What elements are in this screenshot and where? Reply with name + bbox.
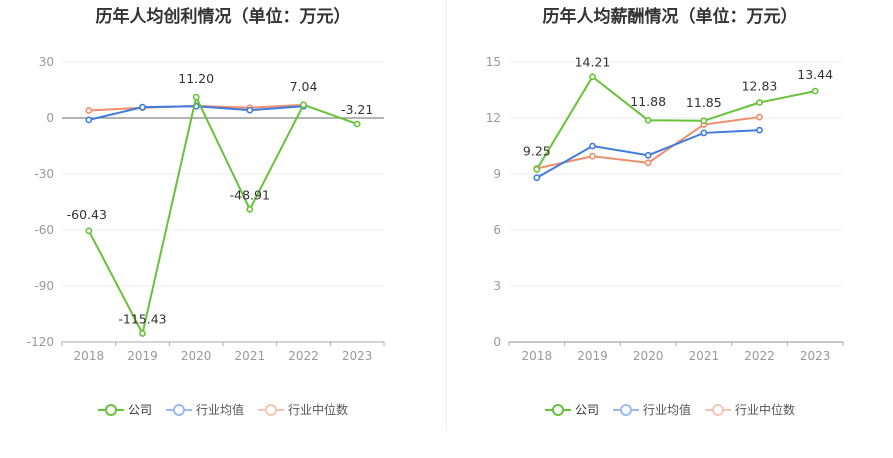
data-point	[589, 142, 596, 150]
chart-legend: 公司 行业均值 行业中位数	[447, 401, 893, 418]
legend-label: 行业均值	[642, 403, 691, 417]
legend-item-industry-median[interactable]: 行业中位数	[258, 401, 348, 418]
data-point	[533, 165, 541, 173]
data-point	[139, 330, 146, 337]
x-tick-label: 2018	[74, 349, 105, 363]
data-point	[811, 87, 819, 95]
data-label: 14.21	[575, 55, 611, 70]
data-label: -60.43	[67, 207, 107, 222]
y-tick-label: 15	[486, 55, 501, 69]
x-tick-label: 2022	[744, 349, 775, 363]
y-tick-label: 9	[493, 167, 501, 181]
y-tick-label: -120	[27, 335, 54, 349]
data-point	[85, 107, 93, 114]
x-tick-label: 2020	[633, 349, 664, 363]
legend-label: 公司	[574, 403, 599, 417]
data-label: 9.25	[523, 143, 551, 158]
x-tick-label: 2023	[800, 349, 831, 363]
legend-line-circle-icon	[544, 403, 571, 416]
legend-line-circle-icon	[705, 403, 731, 416]
data-point	[589, 73, 596, 81]
data-label: -115.43	[118, 311, 166, 326]
y-tick-label: -60	[34, 223, 54, 237]
data-point	[85, 227, 93, 235]
data-point	[533, 174, 541, 182]
data-point	[700, 117, 708, 125]
data-label: -48.91	[230, 187, 270, 202]
x-tick-label: 2018	[522, 349, 553, 363]
y-tick-label: 12	[486, 111, 501, 125]
x-tick-label: 2021	[235, 349, 266, 363]
legend-line-circle-icon	[165, 403, 192, 416]
x-tick-label: 2022	[288, 349, 319, 363]
y-tick-label: 0	[493, 335, 501, 349]
salary-line-chart: 15 12 9 6 3 0 2018 2019 2020 2021 2022 2023 9.25 14.2…	[486, 55, 844, 363]
chart-title: 历年人均创利情况（单位：万元）	[95, 7, 351, 27]
series-line	[535, 75, 816, 170]
legend-line-circle-icon	[612, 403, 639, 416]
data-label: 7.04	[290, 79, 318, 94]
data-label: -3.21	[341, 102, 373, 117]
chart-legend: 公司 行业均值 行业中位数	[0, 401, 446, 418]
data-label: 11.85	[686, 95, 722, 110]
data-point	[192, 93, 200, 101]
data-point	[644, 116, 652, 124]
y-tick-label: -90	[34, 279, 54, 293]
data-point	[246, 106, 254, 114]
panel-divider	[446, 0, 447, 430]
chart-title: 历年人均薪酬情况（单位：万元）	[542, 7, 798, 27]
data-point	[700, 129, 708, 137]
data-point	[353, 120, 361, 128]
legend-label: 公司	[127, 403, 152, 417]
y-tick-label: 0	[46, 111, 54, 125]
y-tick-label: 6	[493, 223, 501, 237]
data-point	[589, 152, 596, 160]
y-tick-label: -30	[34, 167, 54, 181]
x-tick-label: 2019	[577, 349, 608, 363]
data-label: 11.88	[630, 94, 666, 109]
data-point	[139, 103, 146, 111]
data-label: 11.20	[178, 71, 214, 86]
legend-item-industry-median[interactable]: 行业中位数	[705, 401, 795, 418]
legend-label: 行业中位数	[735, 403, 796, 417]
y-tick-label: 30	[39, 55, 54, 69]
data-point	[756, 113, 763, 121]
data-label: 13.44	[797, 67, 833, 82]
chart-panel-profit: 历年人均创利情况（单位：万元） 30 0 -30 -60 -90 -120 2018 2019…	[0, 0, 446, 458]
legend-line-circle-icon	[97, 403, 124, 416]
legend-item-company[interactable]: 公司	[544, 401, 599, 418]
legend-item-industry-average[interactable]: 行业均值	[612, 401, 691, 418]
chart-panel-salary: 历年人均薪酬情况（单位：万元） 15 12 9 6 3 0 2018 2019 2020 2021…	[447, 0, 893, 458]
x-tick-label: 2023	[342, 349, 373, 363]
data-point	[644, 159, 652, 167]
legend-item-industry-average[interactable]: 行业均值	[165, 401, 244, 418]
data-point	[756, 126, 763, 134]
x-tick-label: 2019	[127, 349, 158, 363]
legend-label: 行业中位数	[288, 403, 349, 417]
data-point	[300, 101, 307, 109]
data-point	[246, 205, 254, 213]
series-line	[87, 94, 358, 337]
legend-label: 行业均值	[195, 403, 244, 417]
data-point	[644, 151, 652, 159]
profit-line-chart: 30 0 -30 -60 -90 -120 2018 2019 2020 2021 2022 2023…	[27, 55, 385, 363]
data-label: 12.83	[742, 79, 778, 94]
data-point	[85, 116, 93, 124]
data-point	[756, 99, 763, 106]
legend-line-circle-icon	[258, 403, 284, 416]
legend-item-company[interactable]: 公司	[97, 401, 152, 418]
x-tick-label: 2020	[181, 349, 212, 363]
y-tick-label: 3	[493, 279, 501, 293]
x-tick-label: 2021	[689, 349, 720, 363]
